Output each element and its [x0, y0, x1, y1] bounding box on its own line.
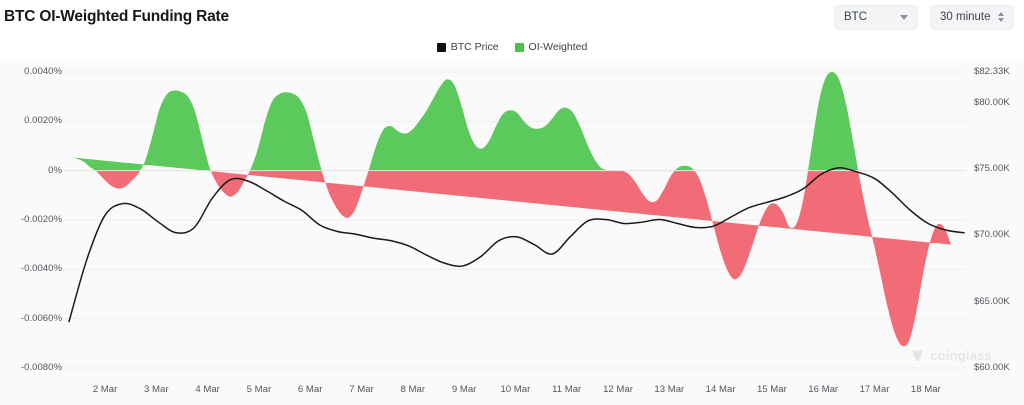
- x-axis-tick: 7 Mar: [349, 384, 374, 395]
- plot-area[interactable]: 0.0040% 0.0020% 0% -0.0020% -0.0040% -0.0060%…: [0, 60, 1024, 405]
- x-axis-tick: 17 Mar: [859, 384, 890, 395]
- x-axis-tick: 3 Mar: [144, 384, 169, 395]
- chart-legend: BTC Price OI-Weighted: [0, 41, 1024, 53]
- symbol-select[interactable]: BTC: [834, 4, 918, 30]
- legend-label: OI-Weighted: [528, 41, 588, 53]
- y-axis-right-tick: $60.00K: [974, 362, 1010, 373]
- y-axis-right-tick: $65.00K: [974, 295, 1010, 307]
- x-axis-tick: 12 Mar: [603, 384, 633, 395]
- x-axis-tick: 6 Mar: [297, 384, 323, 395]
- stepper-icon[interactable]: [998, 12, 1004, 22]
- page-title: BTC OI-Weighted Funding Rate: [4, 8, 229, 26]
- x-axis-tick: 13 Mar: [654, 384, 685, 395]
- x-axis-tick: 4 Mar: [195, 384, 220, 395]
- y-axis-left-tick: -0.0080%: [20, 362, 62, 373]
- x-axis-tick: 11 Mar: [552, 384, 582, 395]
- y-axis-right-tick: $75.00K: [974, 163, 1010, 175]
- chart-header: BTC OI-Weighted Funding Rate BTC 30 minu…: [0, 0, 1024, 34]
- legend-label: BTC Price: [450, 41, 499, 53]
- btc-price-line-series: [68, 167, 965, 323]
- y-axis-left-tick: 0.0040%: [24, 66, 62, 77]
- x-axis-tick: 16 Mar: [808, 384, 839, 395]
- header-controls: BTC 30 minute: [834, 4, 1014, 30]
- legend-item-oi-weighted[interactable]: OI-Weighted: [514, 41, 588, 53]
- y-axis-left-tick: -0.0060%: [20, 312, 62, 324]
- y-axis-right-tick: $80.00K: [974, 96, 1010, 108]
- x-axis-tick: 9 Mar: [451, 384, 477, 395]
- y-axis-left-tick: 0.0020%: [24, 115, 62, 127]
- legend-swatch-icon: [436, 42, 446, 52]
- x-axis-tick: 15 Mar: [756, 384, 787, 395]
- x-axis-tick: 14 Mar: [705, 384, 736, 395]
- chevron-down-icon: [900, 14, 908, 20]
- y-axis-left-tick: 0%: [48, 164, 62, 176]
- chart-canvas: [64, 71, 966, 369]
- oi-weighted-area-series: [69, 72, 951, 347]
- x-axis-tick: 18 Mar: [910, 384, 941, 395]
- x-axis-tick: 5 Mar: [246, 384, 272, 395]
- interval-select-value: 30 minute: [940, 11, 991, 23]
- y-axis-right-tick: $70.00K: [974, 229, 1010, 241]
- y-axis-left-tick: -0.0040%: [20, 263, 62, 275]
- interval-select[interactable]: 30 minute: [930, 4, 1014, 30]
- x-axis-tick: 8 Mar: [400, 384, 426, 395]
- symbol-select-value: BTC: [844, 11, 867, 23]
- x-axis-tick: 10 Mar: [500, 384, 531, 395]
- legend-swatch-icon: [514, 42, 524, 52]
- y-axis-left-tick: -0.0020%: [20, 214, 62, 225]
- y-axis-right-tick: $82.33K: [974, 66, 1010, 77]
- oi-weighted-positive-area: [69, 72, 859, 171]
- x-axis-tick: 2 Mar: [92, 384, 118, 395]
- legend-item-btc-price[interactable]: BTC Price: [436, 41, 499, 53]
